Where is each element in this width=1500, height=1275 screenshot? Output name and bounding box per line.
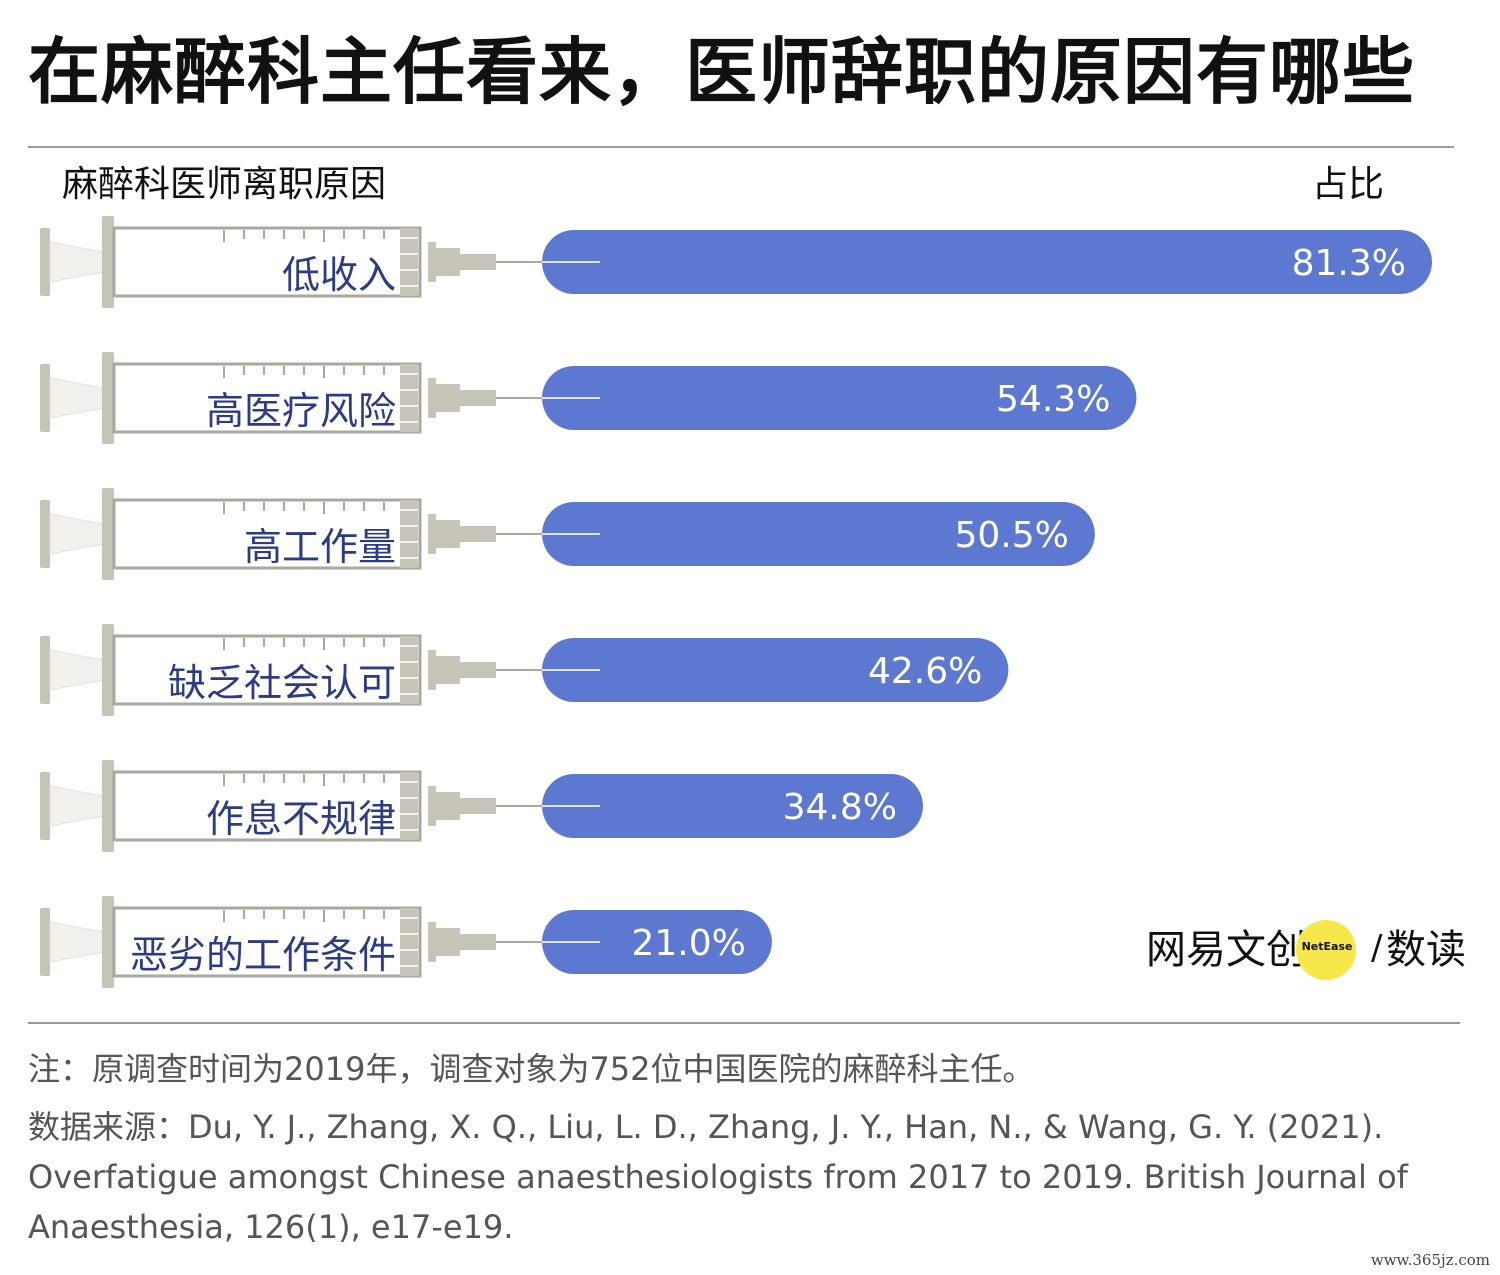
syringe-needle-base	[460, 254, 496, 270]
category-label: 恶劣的工作条件	[130, 933, 396, 977]
syringe-plunger-cap	[40, 500, 50, 568]
bar-value-label: 81.3%	[1292, 243, 1406, 284]
bar-value-label: 54.3%	[996, 379, 1110, 420]
syringe-tip	[428, 922, 436, 962]
syringe-hub	[436, 928, 460, 956]
syringe-stopper	[400, 636, 418, 704]
syringe-row: 34.8% 作息不规律	[40, 760, 923, 852]
syringe-barrel	[112, 498, 422, 570]
syringe-row: 42.6% 缺乏社会认可	[40, 624, 1009, 716]
syringe-tip	[428, 514, 436, 554]
syringe-tip	[428, 786, 436, 826]
syringe-stopper	[400, 364, 418, 432]
syringe-stopper	[400, 908, 418, 976]
syringe-plunger-rod	[49, 785, 105, 827]
syringe-barrel	[112, 226, 422, 298]
syringe-barrel	[112, 906, 422, 978]
syringe-flange	[102, 488, 114, 580]
syringe-barrel	[112, 634, 422, 706]
syringe-stopper	[400, 500, 418, 568]
syringe-stopper	[400, 228, 418, 296]
syringe-flange	[102, 216, 114, 308]
logo-circle	[1296, 920, 1356, 980]
syringe-stopper	[400, 772, 418, 840]
syringe-needle-base	[460, 390, 496, 406]
logo-circle-text: NetEase	[1301, 940, 1353, 953]
netease-logo: 网易文创 NetEase / 数读	[1146, 918, 1466, 984]
syringe-tip	[428, 650, 436, 690]
syringe-row: 50.5% 高工作量	[40, 488, 1095, 580]
bar	[542, 230, 1432, 294]
bar-value-label: 34.8%	[783, 787, 897, 828]
syringe-plunger-cap	[40, 772, 50, 840]
syringe-flange	[102, 352, 114, 444]
syringe-plunger-cap	[40, 228, 50, 296]
value-column-header: 占比	[1312, 164, 1385, 205]
syringe-hub	[436, 792, 460, 820]
category-label: 高医疗风险	[206, 389, 396, 433]
syringe-row: 54.3% 高医疗风险	[40, 352, 1137, 444]
watermark: www.365jz.com	[1370, 1251, 1490, 1269]
syringe-plunger-cap	[40, 364, 50, 432]
syringe-flange	[102, 760, 114, 852]
syringe-hub	[436, 520, 460, 548]
syringe-row: 81.3% 低收入	[40, 216, 1432, 308]
bar	[542, 366, 1137, 430]
bottom-divider	[28, 1022, 1460, 1024]
syringe-hub	[436, 656, 460, 684]
syringe-needle-base	[460, 798, 496, 814]
bar	[542, 774, 923, 838]
syringe-plunger-rod	[49, 921, 105, 963]
syringe-plunger-rod	[49, 377, 105, 419]
bar-chart: 81.3% 低收入 54.3% 高医疗风险 50.5% 高工作量 42.6% 缺乏社会认可 34…	[40, 216, 1432, 988]
bar	[542, 502, 1095, 566]
syringe-barrel	[112, 770, 422, 842]
top-divider	[28, 146, 1454, 148]
bar	[542, 638, 1009, 702]
syringe-tip	[428, 378, 436, 418]
syringe-plunger-rod	[49, 649, 105, 691]
syringe-barrel	[112, 362, 422, 434]
category-label: 作息不规律	[206, 797, 396, 841]
footnote: 注：原调查时间为2019年，调查对象为752位中国医院的麻醉科主任。	[28, 1050, 1035, 1088]
syringe-hub	[436, 248, 460, 276]
syringe-plunger-rod	[49, 513, 105, 555]
syringe-needle-base	[460, 934, 496, 950]
syringe-row: 21.0% 恶劣的工作条件	[40, 896, 772, 988]
syringe-tip	[428, 242, 436, 282]
bar-value-label: 50.5%	[954, 515, 1068, 556]
category-label: 高工作量	[244, 525, 396, 569]
syringe-flange	[102, 624, 114, 716]
category-column-header: 麻醉科医师离职原因	[62, 164, 387, 205]
syringe-hub	[436, 384, 460, 412]
syringe-plunger-cap	[40, 636, 50, 704]
syringe-plunger-rod	[49, 241, 105, 283]
syringe-plunger-cap	[40, 908, 50, 976]
chart-title: 在麻醉科主任看来，医师辞职的原因有哪些	[28, 30, 1416, 114]
syringe-flange	[102, 896, 114, 988]
logo-separator: /	[1371, 928, 1383, 968]
category-label: 缺乏社会认可	[168, 661, 396, 705]
bar-value-label: 42.6%	[868, 651, 982, 692]
category-label: 低收入	[282, 253, 396, 297]
syringe-needle-base	[460, 526, 496, 542]
data-source: 数据来源：Du, Y. J., Zhang, X. Q., Liu, L. D.…	[28, 1108, 1408, 1246]
bar-value-label: 21.0%	[632, 923, 746, 964]
logo-brand-text: 网易文创	[1146, 927, 1306, 973]
bar	[542, 910, 772, 974]
syringe-needle-base	[460, 662, 496, 678]
logo-product-text: 数读	[1386, 927, 1466, 973]
